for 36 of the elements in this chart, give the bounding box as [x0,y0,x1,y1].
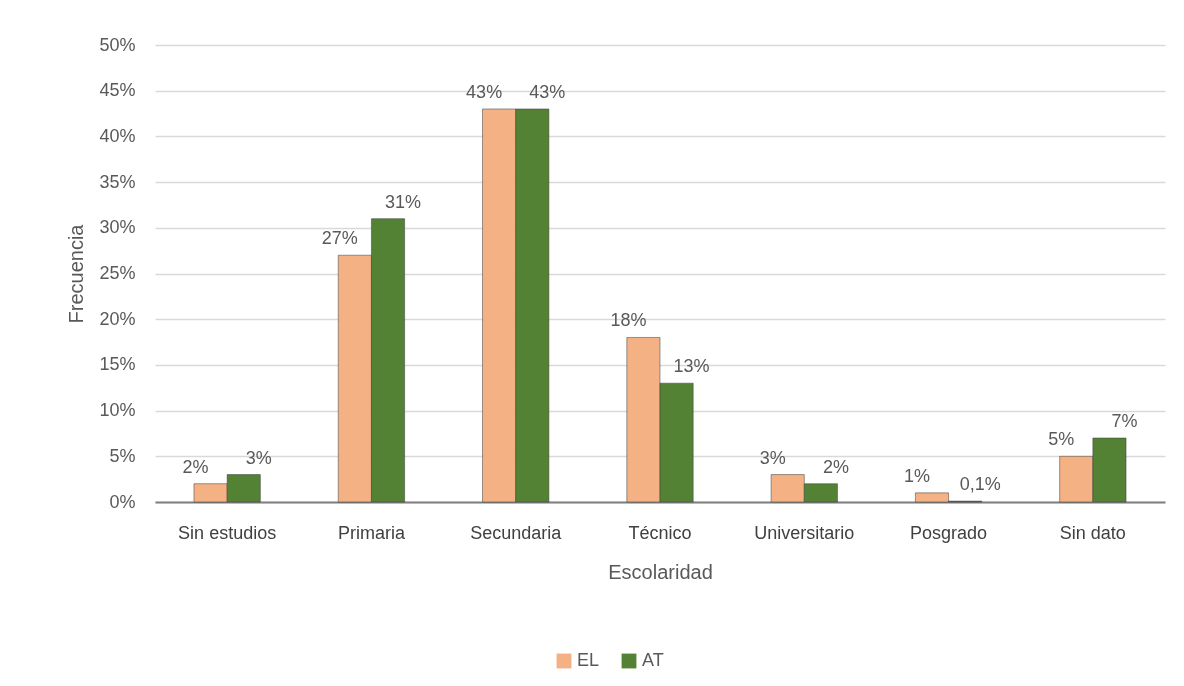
data-label: 2% [822,456,849,477]
y-tick-label: 20% [99,308,136,329]
data-label: 1% [903,465,930,486]
data-label: 18% [610,310,647,331]
data-label: 43% [529,81,566,102]
x-tick-label: Primaria [337,522,406,543]
y-tick-label: 15% [99,354,136,375]
y-tick-label: 50% [99,34,136,55]
data-label: 0,1% [959,474,1001,495]
x-tick-label: Sin dato [1059,522,1126,543]
x-tick-label: Secundaria [470,522,563,543]
x-tick-label: Posgrado [910,522,988,543]
data-label: 13% [673,356,710,377]
data-label: 5% [1048,429,1075,450]
legend-label: EL [577,650,600,670]
data-label: 31% [385,191,422,212]
data-label: 3% [245,447,272,468]
y-tick-label: 30% [99,217,136,238]
x-axis-title: Escolaridad [608,560,713,583]
x-tick-label: Sin estudios [178,522,277,543]
data-label: 3% [759,447,786,468]
y-tick-label: 10% [99,400,136,421]
y-tick-label: 25% [99,263,136,283]
data-label: 7% [1111,411,1138,432]
data-label: 2% [182,456,209,477]
y-tick-label: 0% [109,491,136,512]
legend-label: AT [642,650,664,670]
data-label: 43% [466,81,503,102]
y-tick-label: 45% [99,80,136,101]
y-tick-label: 5% [109,445,136,466]
y-tick-label: 40% [99,125,136,146]
x-tick-label: Técnico [628,522,692,543]
y-tick-label: 35% [99,171,136,192]
data-label: 27% [321,228,358,249]
x-tick-label: Universitario [754,522,855,543]
y-axis-title: Frecuencia [65,223,88,324]
